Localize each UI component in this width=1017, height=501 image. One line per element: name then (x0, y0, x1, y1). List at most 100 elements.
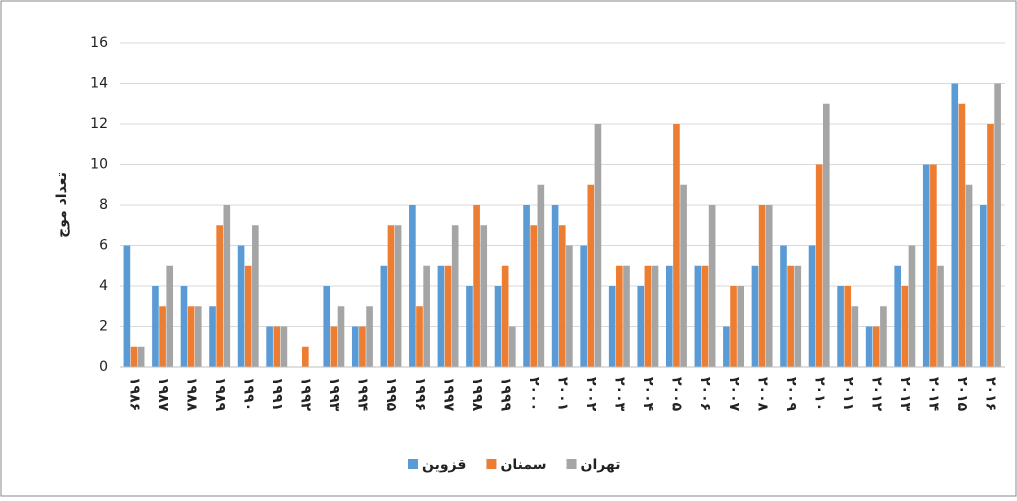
bar (737, 286, 744, 367)
bar (387, 225, 395, 367)
x-tick-label: ۲۰۰۰ (526, 377, 542, 411)
bar (252, 225, 259, 367)
x-tick-label: ۲۰۱۴ (926, 377, 942, 412)
x-tick-label: ۱۹۸۶ (126, 377, 142, 411)
x-tick-label: ۲۰۰۲ (583, 377, 599, 412)
bar (416, 306, 423, 367)
x-tick-label: ۲۰۰۱ (555, 377, 571, 411)
x-tick-label: ۱۹۹۰ (240, 377, 256, 411)
x-tick-label: ۱۹۹۹ (497, 377, 513, 412)
x-tick-label: ۱۹۹۵ (383, 377, 399, 412)
bar (901, 286, 909, 367)
bar (815, 164, 823, 367)
bar (701, 265, 709, 367)
legend-label: قزوین (422, 457, 466, 473)
x-tick-label: ۲۰۰۷ (726, 377, 742, 412)
x-tick-label: ۲۰۰۶ (697, 377, 713, 411)
bar (780, 245, 787, 367)
x-tick-label: ۲۰۰۵ (669, 377, 685, 412)
bar (637, 286, 645, 367)
bar (423, 265, 430, 367)
bar (466, 286, 473, 367)
legend-swatch (486, 459, 497, 469)
bar (501, 265, 509, 367)
y-tick-label: 14 (90, 76, 108, 92)
bar (494, 286, 502, 367)
bar (330, 326, 338, 367)
bar (359, 326, 366, 367)
bar (523, 205, 530, 367)
bar (673, 124, 680, 367)
bar (594, 124, 602, 367)
bar (937, 265, 944, 367)
bar (130, 346, 138, 367)
bar (166, 265, 174, 367)
legend-label: تهران (581, 457, 621, 473)
bar (137, 346, 145, 367)
bar (580, 245, 587, 367)
bar (823, 103, 830, 367)
y-tick-label: 4 (99, 278, 108, 294)
legend-swatch (408, 459, 418, 469)
x-tick-label: ۲۰۱۱ (840, 377, 856, 411)
bar (758, 205, 766, 367)
y-tick-label: 12 (90, 116, 108, 132)
bar (551, 205, 559, 367)
bar (808, 245, 816, 367)
bar (409, 205, 416, 367)
bar (152, 286, 159, 367)
bar (587, 184, 595, 367)
bar (237, 245, 245, 367)
bar (366, 306, 373, 367)
bar (194, 306, 202, 367)
x-tick-label: ۱۹۹۶ (412, 377, 428, 411)
bar (351, 326, 359, 367)
bar (951, 83, 959, 367)
bar (451, 225, 459, 367)
y-tick-label: 2 (99, 319, 108, 335)
x-tick-label: ۱۹۹۱ (269, 377, 285, 411)
bar (751, 265, 759, 367)
bar (209, 306, 216, 367)
bar (708, 205, 716, 367)
y-tick-label: 6 (99, 238, 108, 254)
bar (787, 265, 794, 367)
bar (616, 265, 623, 367)
bar (980, 205, 987, 367)
bar (473, 205, 480, 367)
bar (380, 265, 388, 367)
x-tick-label: ۱۹۹۳ (326, 377, 342, 412)
x-tick-label: ۲۰۱۰ (811, 377, 827, 411)
bar (337, 306, 345, 367)
bar (216, 225, 223, 367)
bar (273, 326, 281, 367)
bar (651, 265, 659, 367)
bar (723, 326, 730, 367)
y-tick-label: 16 (90, 35, 108, 51)
y-tick-label: 10 (90, 157, 108, 173)
x-tick-label: ۲۰۰۸ (754, 377, 770, 412)
bar (730, 286, 737, 367)
bar (537, 184, 545, 367)
bar (187, 306, 195, 367)
x-tick-label: ۱۹۸۷ (155, 377, 171, 412)
bar (851, 306, 859, 367)
bar (644, 265, 652, 367)
y-axis-label: تعداد موج (54, 172, 70, 238)
bar (608, 286, 616, 367)
legend: قزوین سمنان تهران (408, 457, 620, 473)
x-tick-label: ۲۰۱۲ (869, 377, 885, 412)
bar (794, 265, 802, 367)
bar (680, 184, 687, 367)
y-tick-label: 8 (99, 197, 108, 213)
bar (123, 245, 131, 367)
x-tick-label: ۲۰۰۹ (783, 377, 799, 412)
bar (880, 306, 887, 367)
bar (872, 326, 880, 367)
bar (965, 184, 973, 367)
x-tick-label: ۲۰۰۳ (612, 377, 628, 412)
x-tick-label: ۲۰۰۴ (640, 377, 656, 412)
x-tick-label: ۱۹۹۴ (355, 377, 371, 412)
bar (987, 124, 994, 367)
